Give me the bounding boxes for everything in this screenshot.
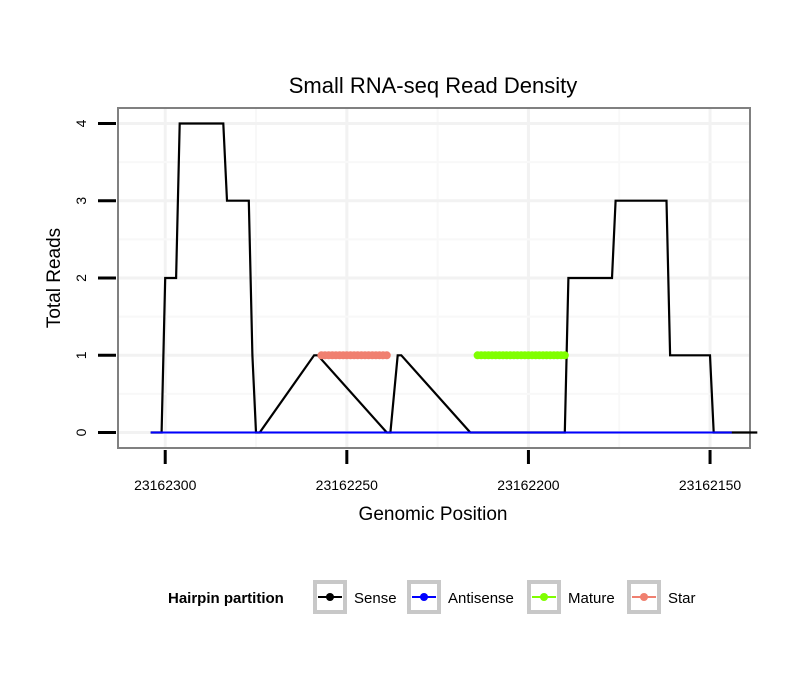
y-tick-label: 2: [73, 274, 89, 282]
series-layer: [150, 122, 758, 434]
y-tick-label: 4: [73, 119, 89, 127]
legend-label-sense: Sense: [354, 590, 397, 607]
legend-swatch-point-antisense: [420, 593, 428, 601]
x-tick-label: 23162200: [497, 477, 560, 493]
series-star-points: [317, 351, 391, 360]
legend-swatch-point-sense: [326, 593, 334, 601]
legend-swatch-point-star: [640, 593, 648, 601]
legend-swatch-point-mature: [540, 593, 548, 601]
y-tick-label: 3: [73, 197, 89, 205]
x-tick-label: 23162300: [134, 477, 197, 493]
legend-label-star: Star: [668, 590, 696, 607]
y-tick-label: 0: [73, 428, 89, 436]
legend-label-mature: Mature: [568, 590, 615, 607]
series-mature-points: [473, 351, 569, 360]
x-axis-label: Genomic Position: [359, 504, 508, 525]
y-tick-label: 1: [73, 351, 89, 359]
x-tick-label: 23162150: [679, 477, 742, 493]
y-axis-label: Total Reads: [44, 228, 65, 328]
legend-title: Hairpin partition: [168, 590, 284, 607]
series-star-point: [382, 351, 391, 360]
series-sense-line: [150, 122, 758, 434]
chart-title: Small RNA-seq Read Density: [289, 73, 578, 98]
axes: 23162300 23162250 23162200 23162150 0 1 2 3 4: [73, 119, 741, 493]
legend: Hairpin partition Sense Antisense Mature St…: [168, 580, 696, 614]
legend-label-antisense: Antisense: [448, 590, 514, 607]
x-tick-label: 23162250: [316, 477, 379, 493]
series-mature-point: [560, 351, 569, 360]
